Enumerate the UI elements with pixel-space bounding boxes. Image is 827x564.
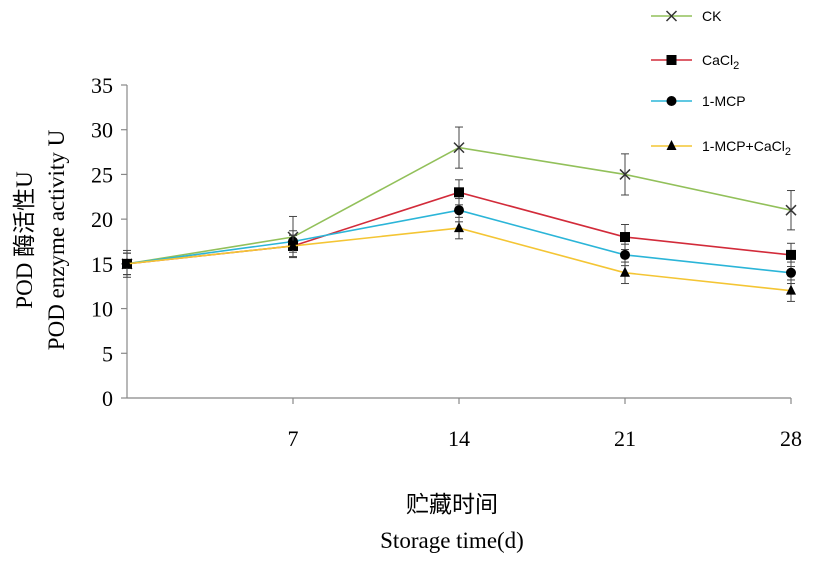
data-point bbox=[666, 140, 677, 150]
series bbox=[122, 216, 796, 302]
x-tick-label: 28 bbox=[780, 426, 802, 451]
data-point bbox=[619, 168, 631, 180]
legend-item: 1-MCP+CaCl2 bbox=[651, 138, 791, 158]
data-point bbox=[786, 249, 796, 260]
legend-label: CaCl2 bbox=[702, 52, 739, 72]
y-tick-label: 5 bbox=[102, 341, 113, 366]
data-point bbox=[454, 222, 464, 233]
data-point bbox=[453, 142, 465, 154]
y-tick-label: 25 bbox=[91, 162, 113, 187]
data-point bbox=[785, 204, 797, 216]
data-point bbox=[666, 55, 677, 65]
legend-label-subscript: 2 bbox=[733, 60, 739, 72]
data-point bbox=[786, 284, 796, 295]
data-point bbox=[122, 257, 132, 268]
legend-item: CaCl2 bbox=[651, 52, 739, 72]
data-point bbox=[666, 96, 677, 106]
y-tick-label: 20 bbox=[91, 207, 113, 232]
legend-label: CK bbox=[702, 8, 722, 24]
data-point bbox=[454, 187, 464, 198]
data-point bbox=[620, 249, 630, 260]
data-point bbox=[786, 267, 796, 278]
y-tick-label: 10 bbox=[91, 297, 113, 322]
y-tick-label: 15 bbox=[91, 252, 113, 277]
data-point bbox=[620, 266, 630, 277]
data-point bbox=[288, 239, 298, 250]
legend-label-subscript: 2 bbox=[785, 146, 791, 158]
y-axis-title-en: POD enzyme activity U bbox=[44, 129, 69, 350]
series bbox=[122, 198, 796, 285]
data-point-stroke bbox=[665, 10, 678, 22]
data-point-stroke bbox=[453, 142, 465, 154]
plot-frame: 0 5 10 15 20 25 30 35 7 14 21 28 bbox=[91, 73, 802, 451]
data-point bbox=[665, 10, 678, 22]
series-layer bbox=[121, 126, 797, 302]
y-tick-label: 30 bbox=[91, 118, 113, 143]
y-tick-label: 0 bbox=[102, 386, 113, 411]
data-point bbox=[454, 205, 464, 216]
x-tick-label: 14 bbox=[448, 426, 470, 451]
data-point bbox=[620, 232, 630, 243]
y-axis-title-cn: POD 酶活性U bbox=[12, 171, 37, 309]
x-tick-label: 21 bbox=[614, 426, 636, 451]
legend-label: 1-MCP+CaCl2 bbox=[702, 138, 791, 158]
legend-item: CK bbox=[651, 8, 722, 24]
x-axis-title-cn: 贮藏时间 bbox=[406, 492, 498, 517]
x-tick-label: 7 bbox=[288, 426, 299, 451]
legend-label: 1-MCP bbox=[702, 93, 746, 109]
data-point-stroke bbox=[785, 204, 797, 216]
legend: CK CaCl2 1-MCP 1-MCP+CaCl2 bbox=[651, 8, 791, 158]
data-point-stroke bbox=[619, 168, 631, 180]
series bbox=[121, 126, 797, 278]
x-axis-title-en: Storage time(d) bbox=[380, 528, 524, 553]
legend-item: 1-MCP bbox=[651, 93, 746, 109]
y-tick-label: 35 bbox=[91, 73, 113, 98]
